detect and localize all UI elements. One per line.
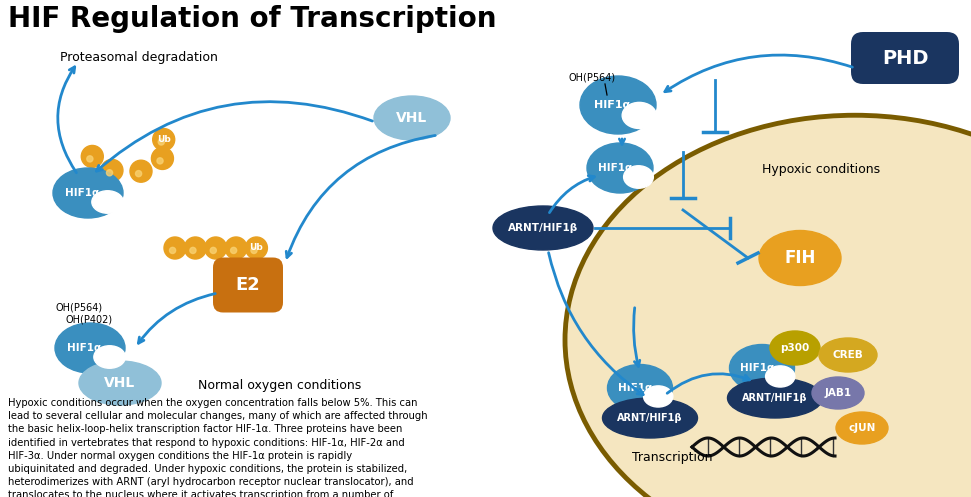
Circle shape xyxy=(101,160,123,181)
Ellipse shape xyxy=(493,206,593,250)
Circle shape xyxy=(130,160,152,182)
Ellipse shape xyxy=(94,346,125,368)
Text: p300: p300 xyxy=(781,343,810,353)
Text: OH(P564): OH(P564) xyxy=(568,73,616,83)
Ellipse shape xyxy=(608,364,673,412)
Ellipse shape xyxy=(812,377,864,409)
Text: Normal oxygen conditions: Normal oxygen conditions xyxy=(198,379,361,392)
Ellipse shape xyxy=(622,102,656,129)
Ellipse shape xyxy=(580,76,656,134)
Circle shape xyxy=(86,156,93,162)
Text: VHL: VHL xyxy=(104,376,136,390)
Circle shape xyxy=(246,237,267,259)
Text: HIF Regulation of Transcription: HIF Regulation of Transcription xyxy=(8,5,496,33)
Circle shape xyxy=(152,129,175,151)
Circle shape xyxy=(230,248,237,253)
Text: HIF1α: HIF1α xyxy=(598,163,632,173)
Circle shape xyxy=(82,146,103,167)
Ellipse shape xyxy=(79,361,161,405)
Text: PHD: PHD xyxy=(882,49,928,68)
Text: FIH: FIH xyxy=(785,249,816,267)
Text: VHL: VHL xyxy=(396,111,427,125)
Ellipse shape xyxy=(819,338,877,372)
Text: OH(P402): OH(P402) xyxy=(65,315,112,325)
Ellipse shape xyxy=(836,412,888,444)
FancyBboxPatch shape xyxy=(851,32,959,84)
Text: ARNT/HIF1β: ARNT/HIF1β xyxy=(618,413,683,423)
Ellipse shape xyxy=(770,331,820,365)
Text: HIF1α: HIF1α xyxy=(618,383,652,393)
Text: Proteasomal degradation: Proteasomal degradation xyxy=(60,52,218,65)
Circle shape xyxy=(225,237,247,259)
Circle shape xyxy=(210,248,217,253)
Text: HIF1α: HIF1α xyxy=(594,100,630,110)
Circle shape xyxy=(158,139,164,145)
Ellipse shape xyxy=(729,344,794,392)
Text: Ub: Ub xyxy=(157,135,171,144)
FancyBboxPatch shape xyxy=(213,257,283,313)
Text: ARNT/HIF1β: ARNT/HIF1β xyxy=(508,223,578,233)
Text: Hypoxic conditions: Hypoxic conditions xyxy=(762,164,880,176)
Text: E2: E2 xyxy=(236,276,260,294)
Circle shape xyxy=(190,248,196,253)
Circle shape xyxy=(107,170,113,176)
Text: Ub: Ub xyxy=(250,244,263,252)
Text: cJUN: cJUN xyxy=(849,423,876,433)
Circle shape xyxy=(205,237,226,259)
Circle shape xyxy=(136,170,142,177)
Ellipse shape xyxy=(759,231,841,285)
Text: JAB1: JAB1 xyxy=(824,388,852,398)
Circle shape xyxy=(151,148,174,169)
Ellipse shape xyxy=(644,386,673,407)
Text: Hypoxic conditions occur when the oxygen concentration falls below 5%. This can
: Hypoxic conditions occur when the oxygen… xyxy=(8,398,427,497)
Ellipse shape xyxy=(587,143,653,193)
Text: OH(P564): OH(P564) xyxy=(55,303,102,313)
Ellipse shape xyxy=(623,166,653,188)
Text: ARNT/HIF1β: ARNT/HIF1β xyxy=(742,393,808,403)
Ellipse shape xyxy=(727,378,822,418)
Ellipse shape xyxy=(92,191,123,213)
Circle shape xyxy=(170,248,176,253)
Text: CREB: CREB xyxy=(832,350,863,360)
Text: HIF1α: HIF1α xyxy=(740,363,774,373)
Circle shape xyxy=(157,158,163,164)
Circle shape xyxy=(164,237,186,259)
Text: Transcription: Transcription xyxy=(632,451,713,465)
Circle shape xyxy=(251,248,257,253)
Ellipse shape xyxy=(53,168,123,218)
Ellipse shape xyxy=(765,366,795,387)
Circle shape xyxy=(184,237,207,259)
Ellipse shape xyxy=(565,115,971,497)
Ellipse shape xyxy=(602,398,697,438)
Text: HIF1α: HIF1α xyxy=(65,188,99,198)
Ellipse shape xyxy=(55,323,125,373)
Text: HIF1α: HIF1α xyxy=(67,343,101,353)
Ellipse shape xyxy=(374,96,450,140)
